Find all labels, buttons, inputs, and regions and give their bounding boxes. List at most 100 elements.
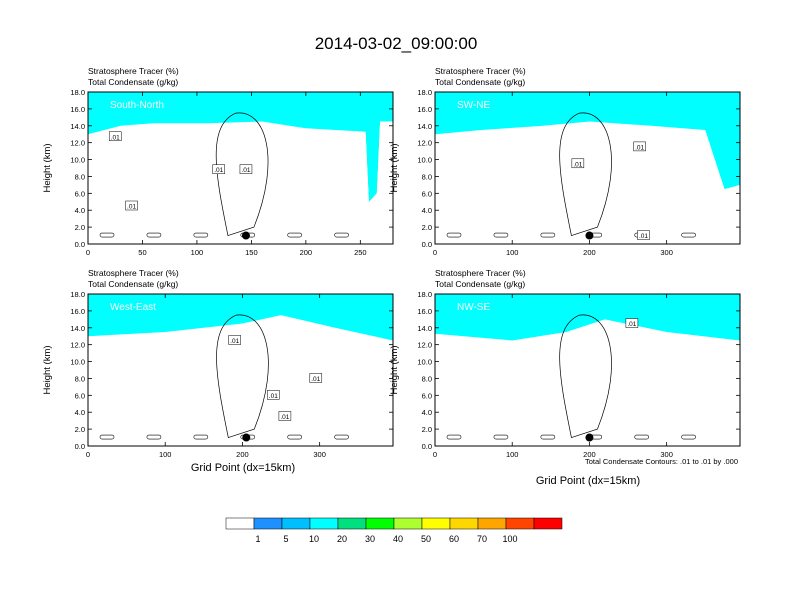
x-tick-label: 200 bbox=[583, 450, 596, 459]
y-tick-label: 10.0 bbox=[417, 358, 432, 367]
y-tick-label: 6.0 bbox=[75, 189, 85, 198]
x-axis-label-left: Grid Point (dx=15km) bbox=[191, 462, 295, 474]
y-tick-label: 8.0 bbox=[422, 374, 432, 383]
plot-frame bbox=[434, 91, 741, 245]
colorbar-label: 100 bbox=[502, 534, 517, 544]
contour-label-box bbox=[637, 230, 650, 240]
condensate-contour bbox=[493, 434, 509, 440]
condensate-contour bbox=[681, 232, 696, 238]
y-tick-label: 8.0 bbox=[422, 172, 432, 181]
condensate-contour bbox=[215, 112, 269, 237]
y-axis-label: Height (km) bbox=[389, 345, 400, 394]
condensate-contour bbox=[334, 232, 349, 238]
x-tick-label: 0 bbox=[86, 248, 90, 257]
contour-label: .01 bbox=[280, 414, 289, 421]
y-tick-label: 2.0 bbox=[422, 425, 432, 434]
contour-label: .01 bbox=[639, 233, 648, 240]
panel-2: .01 .01 .01 0.0 2.0 4.0 6.0 8.0 10.0 12.0 14.0 16.0… bbox=[389, 66, 741, 257]
x-tick-label: 200 bbox=[583, 248, 596, 257]
field-label-tracer: Stratosphere Tracer (%) bbox=[435, 268, 526, 278]
panel-label: NW-SE bbox=[457, 302, 490, 313]
plot-frame bbox=[87, 293, 394, 447]
x-tick-label: 100 bbox=[159, 450, 172, 459]
condensate-contour bbox=[287, 434, 302, 440]
tracer-band bbox=[88, 294, 393, 341]
y-axis-label: Height (km) bbox=[42, 143, 53, 192]
x-tick-label: 200 bbox=[236, 450, 249, 459]
colorbar-label: 40 bbox=[393, 534, 403, 544]
colorbar-swatch bbox=[309, 517, 339, 530]
condensate-contour bbox=[334, 434, 349, 440]
x-tick-label: 250 bbox=[354, 248, 367, 257]
contour-label: .01 bbox=[635, 144, 644, 151]
y-tick-label: 2.0 bbox=[75, 425, 85, 434]
contour-label-box bbox=[108, 131, 122, 142]
condensate-contour bbox=[287, 232, 302, 238]
contour-label-box bbox=[239, 164, 253, 174]
y-tick-label: 16.0 bbox=[70, 105, 85, 114]
condensate-contour bbox=[216, 314, 269, 439]
y-tick-label: 12.0 bbox=[417, 139, 432, 148]
y-tick-label: 18.0 bbox=[417, 290, 432, 299]
colorbar-label: 70 bbox=[477, 534, 487, 544]
y-tick-label: 10.0 bbox=[70, 358, 85, 367]
y-tick-label: 6.0 bbox=[422, 189, 432, 198]
y-tick-label: 16.0 bbox=[70, 307, 85, 316]
y-axis-label: Height (km) bbox=[389, 143, 400, 192]
contour-label: .01 bbox=[230, 338, 239, 345]
contour-label-box bbox=[571, 158, 585, 169]
plot-frame bbox=[87, 91, 394, 245]
colorbar-label: 50 bbox=[421, 534, 431, 544]
y-tick-label: 14.0 bbox=[70, 324, 85, 333]
y-tick-label: 8.0 bbox=[75, 374, 85, 383]
x-tick-label: 300 bbox=[660, 248, 673, 257]
colorbar-label: 5 bbox=[283, 534, 288, 544]
y-tick-label: 4.0 bbox=[422, 206, 432, 215]
location-marker bbox=[585, 231, 594, 240]
x-axis-label-right: Grid Point (dx=15km) bbox=[536, 475, 640, 487]
contour-label-box bbox=[212, 164, 225, 174]
contour-label-box bbox=[228, 335, 241, 345]
x-tick-label: 0 bbox=[86, 450, 90, 459]
y-tick-label: 16.0 bbox=[417, 307, 432, 316]
panel-4: .01 0.0 2.0 4.0 6.0 8.0 10.0 12.0 14.0 16.0 18.0 0 1… bbox=[389, 268, 741, 459]
y-tick-label: 6.0 bbox=[75, 391, 85, 400]
y-tick-label: 0.0 bbox=[422, 240, 432, 249]
contour-label-box bbox=[278, 411, 292, 421]
y-tick-label: 16.0 bbox=[417, 105, 432, 114]
field-label-condensate: Total Condensate (g/kg) bbox=[88, 279, 178, 289]
x-tick-label: 0 bbox=[433, 248, 437, 257]
colorbar-swatch bbox=[225, 517, 255, 530]
colorbar: 1 5 10 20 30 40 50 60 70 100 bbox=[225, 517, 563, 544]
condensate-contour bbox=[99, 434, 115, 440]
condensate-contour bbox=[540, 434, 556, 440]
field-label-tracer: Stratosphere Tracer (%) bbox=[88, 268, 179, 278]
y-tick-label: 2.0 bbox=[422, 223, 432, 232]
x-tick-label: 300 bbox=[313, 450, 326, 459]
y-tick-label: 12.0 bbox=[70, 341, 85, 350]
colorbar-label: 30 bbox=[365, 534, 375, 544]
condensate-contour bbox=[193, 434, 209, 440]
colorbar-swatch bbox=[477, 517, 507, 530]
location-marker bbox=[241, 231, 250, 240]
contour-label: .01 bbox=[127, 204, 136, 211]
field-label-condensate: Total Condensate (g/kg) bbox=[435, 279, 525, 289]
panel-3: .01 .01 .01 .01 0.0 2.0 4.0 6.0 8.0 10.0 12.0 14.0 1… bbox=[42, 268, 394, 459]
y-tick-label: 10.0 bbox=[70, 156, 85, 165]
condensate-contour bbox=[681, 434, 696, 440]
y-tick-label: 4.0 bbox=[75, 206, 85, 215]
location-marker bbox=[242, 433, 251, 442]
condensate-contour bbox=[446, 434, 462, 440]
figure-title: 2014-03-02_09:00:00 bbox=[315, 34, 478, 53]
contour-label: .01 bbox=[269, 393, 278, 400]
contour-label-box bbox=[625, 318, 639, 328]
plot-frame bbox=[434, 293, 741, 447]
location-marker bbox=[585, 433, 594, 442]
colorbar-swatch bbox=[253, 517, 283, 530]
colorbar-swatch bbox=[365, 517, 395, 530]
colorbar-label: 60 bbox=[449, 534, 459, 544]
x-tick-label: 200 bbox=[300, 248, 313, 257]
condensate-contour bbox=[634, 434, 649, 440]
condensate-contour bbox=[540, 232, 556, 238]
field-label-tracer: Stratosphere Tracer (%) bbox=[88, 66, 179, 76]
